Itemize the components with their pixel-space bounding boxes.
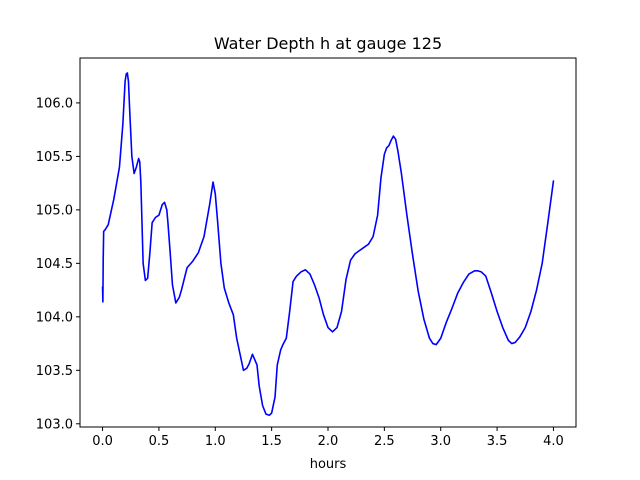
axis-ticks: 0.0 0.5 1.0 1.5 2.0 2.5 3.0 3.5 4.0 103.0 103.5 104…: [36, 96, 564, 449]
y-tick-label: 103.5: [36, 364, 73, 379]
x-tick-label: 1.0: [205, 434, 226, 449]
x-tick-label: 1.5: [261, 434, 282, 449]
y-tick-label: 106.0: [36, 96, 73, 111]
y-tick-label: 104.5: [36, 257, 73, 272]
chart-title: Water Depth h at gauge 125: [214, 34, 442, 53]
x-tick-label: 3.0: [430, 434, 451, 449]
series-line-0: [101, 72, 555, 417]
x-tick-label: 3.5: [487, 434, 508, 449]
y-tick-label: 104.0: [36, 310, 73, 325]
y-tick-label: 105.0: [36, 203, 73, 218]
x-tick-label: 2.5: [374, 434, 395, 449]
x-tick-label: 2.0: [318, 434, 339, 449]
x-axis-label: hours: [310, 457, 347, 472]
x-tick-label: 0.5: [149, 434, 170, 449]
plot-area: [101, 72, 555, 417]
axes-frame: [79, 57, 577, 428]
x-tick-label: 0.0: [92, 434, 113, 449]
y-tick-label: 105.5: [36, 150, 73, 165]
y-tick-label: 103.0: [36, 417, 73, 432]
x-tick-label: 4.0: [543, 434, 564, 449]
